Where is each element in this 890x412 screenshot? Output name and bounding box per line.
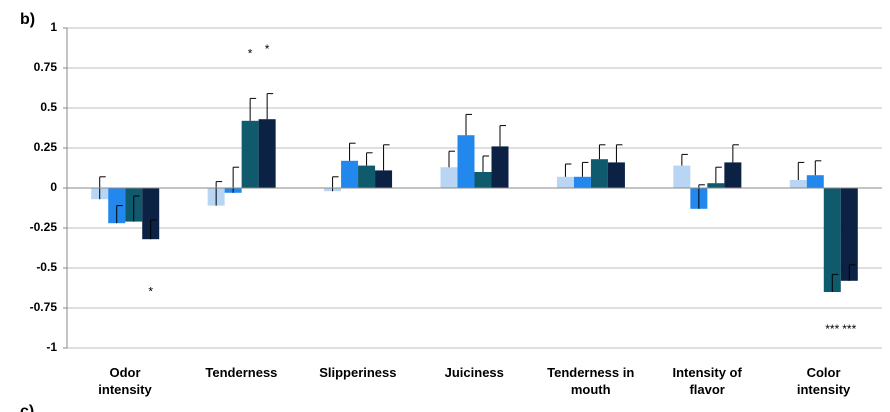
bar	[707, 183, 725, 188]
y-tick-label: -0.25	[30, 220, 58, 234]
significance-label: ***	[842, 322, 856, 336]
panel-label: b)	[20, 11, 35, 28]
bar	[440, 167, 458, 188]
bar	[142, 188, 160, 240]
significance-label: *	[265, 42, 270, 56]
panel-label: c)	[20, 403, 34, 412]
bar	[673, 165, 691, 188]
bar	[724, 162, 742, 188]
x-tick-label: Slipperiness	[319, 365, 397, 380]
y-tick-label: 1	[50, 20, 57, 34]
x-tick-label: Intensity of flavor	[672, 365, 742, 397]
bar	[573, 176, 591, 188]
bar	[556, 176, 574, 188]
x-tick-label: Juiciness	[444, 365, 504, 380]
bar	[806, 175, 824, 188]
y-tick-label: -1	[46, 340, 57, 354]
bar	[840, 188, 858, 281]
y-tick-label: -0.5	[36, 260, 57, 274]
significance-label: ***	[825, 322, 839, 336]
bar	[491, 146, 509, 188]
x-tick-label: Tenderness	[205, 365, 278, 380]
x-tick-label: Tenderness in mouth	[547, 365, 635, 397]
y-tick-label: -0.75	[30, 300, 58, 314]
bar	[358, 165, 376, 188]
significance-label: *	[148, 284, 153, 298]
x-tick-label: Odor intensity	[98, 365, 152, 397]
y-tick-label: 0.75	[34, 60, 58, 74]
bar	[590, 159, 608, 188]
bar	[241, 120, 259, 188]
y-tick-label: 0.5	[40, 100, 57, 114]
y-tick-label: 0	[50, 180, 57, 194]
bar	[823, 188, 841, 292]
x-tick-label: Color intensity	[796, 365, 851, 397]
y-tick-label: 0.25	[34, 140, 58, 154]
bar	[258, 119, 276, 188]
bar	[474, 172, 492, 188]
significance-label: *	[248, 47, 253, 61]
bar	[789, 180, 807, 188]
bar	[375, 170, 393, 188]
bar	[457, 135, 475, 188]
bar	[341, 160, 359, 188]
bar	[607, 162, 625, 188]
